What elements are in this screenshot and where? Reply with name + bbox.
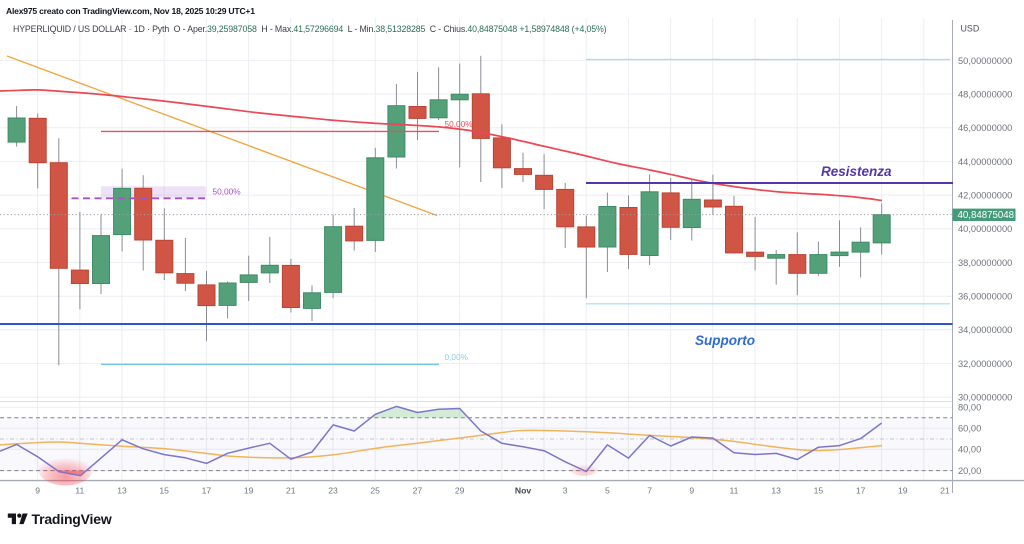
svg-text:38,00000000: 38,00000000 (958, 258, 1012, 268)
svg-text:13: 13 (117, 486, 127, 496)
svg-text:USD: USD (961, 24, 980, 34)
svg-text:17: 17 (202, 486, 212, 496)
svg-text:30,00000000: 30,00000000 (958, 393, 1012, 403)
svg-text:9: 9 (35, 486, 40, 496)
svg-text:34,00000000: 34,00000000 (958, 325, 1012, 335)
svg-text:60,00: 60,00 (958, 424, 981, 434)
svg-text:46,00000000: 46,00000000 (958, 123, 1012, 133)
svg-text:80,00: 80,00 (958, 403, 981, 413)
svg-text:Nov: Nov (515, 486, 531, 496)
svg-text:Alex975 creato con TradingView: Alex975 creato con TradingView.com, Nov … (6, 6, 255, 16)
svg-text:15: 15 (159, 486, 169, 496)
svg-text:9: 9 (689, 486, 694, 496)
svg-text:36,00000000: 36,00000000 (958, 292, 1012, 302)
svg-text:29: 29 (455, 486, 465, 496)
svg-text:19: 19 (898, 486, 908, 496)
svg-text:50,00000000: 50,00000000 (958, 56, 1012, 66)
svg-text:19: 19 (244, 486, 254, 496)
svg-text:21: 21 (940, 486, 950, 496)
svg-text:TradingView: TradingView (32, 511, 112, 527)
svg-text:40,00: 40,00 (958, 445, 981, 455)
svg-text:27: 27 (413, 486, 423, 496)
svg-text:13: 13 (771, 486, 781, 496)
svg-text:42,00000000: 42,00000000 (958, 191, 1012, 201)
svg-text:44,00000000: 44,00000000 (958, 157, 1012, 167)
svg-text:40,00000000: 40,00000000 (958, 224, 1012, 234)
svg-text:48,00000000: 48,00000000 (958, 90, 1012, 100)
svg-text:Supporto: Supporto (695, 333, 755, 348)
svg-text:40,84875048: 40,84875048 (958, 210, 1015, 221)
svg-text:32,00000000: 32,00000000 (958, 359, 1012, 369)
svg-text:15: 15 (814, 486, 824, 496)
svg-text:7: 7 (647, 486, 652, 496)
svg-text:3: 3 (563, 486, 568, 496)
svg-text:Resistenza: Resistenza (821, 164, 892, 179)
svg-text:HYPERLIQUID / US DOLLAR · 1D ·: HYPERLIQUID / US DOLLAR · 1D · Pyth O - … (13, 24, 607, 34)
svg-text:0,00%: 0,00% (445, 352, 469, 362)
svg-text:23: 23 (328, 486, 338, 496)
svg-text:5: 5 (605, 486, 610, 496)
svg-text:17: 17 (856, 486, 866, 496)
svg-text:11: 11 (730, 486, 739, 496)
svg-text:50,00%: 50,00% (213, 187, 242, 197)
svg-text:11: 11 (75, 486, 84, 496)
svg-text:25: 25 (370, 486, 380, 496)
svg-text:50,00%: 50,00% (445, 119, 474, 129)
svg-text:20,00: 20,00 (958, 466, 981, 476)
svg-text:21: 21 (286, 486, 296, 496)
